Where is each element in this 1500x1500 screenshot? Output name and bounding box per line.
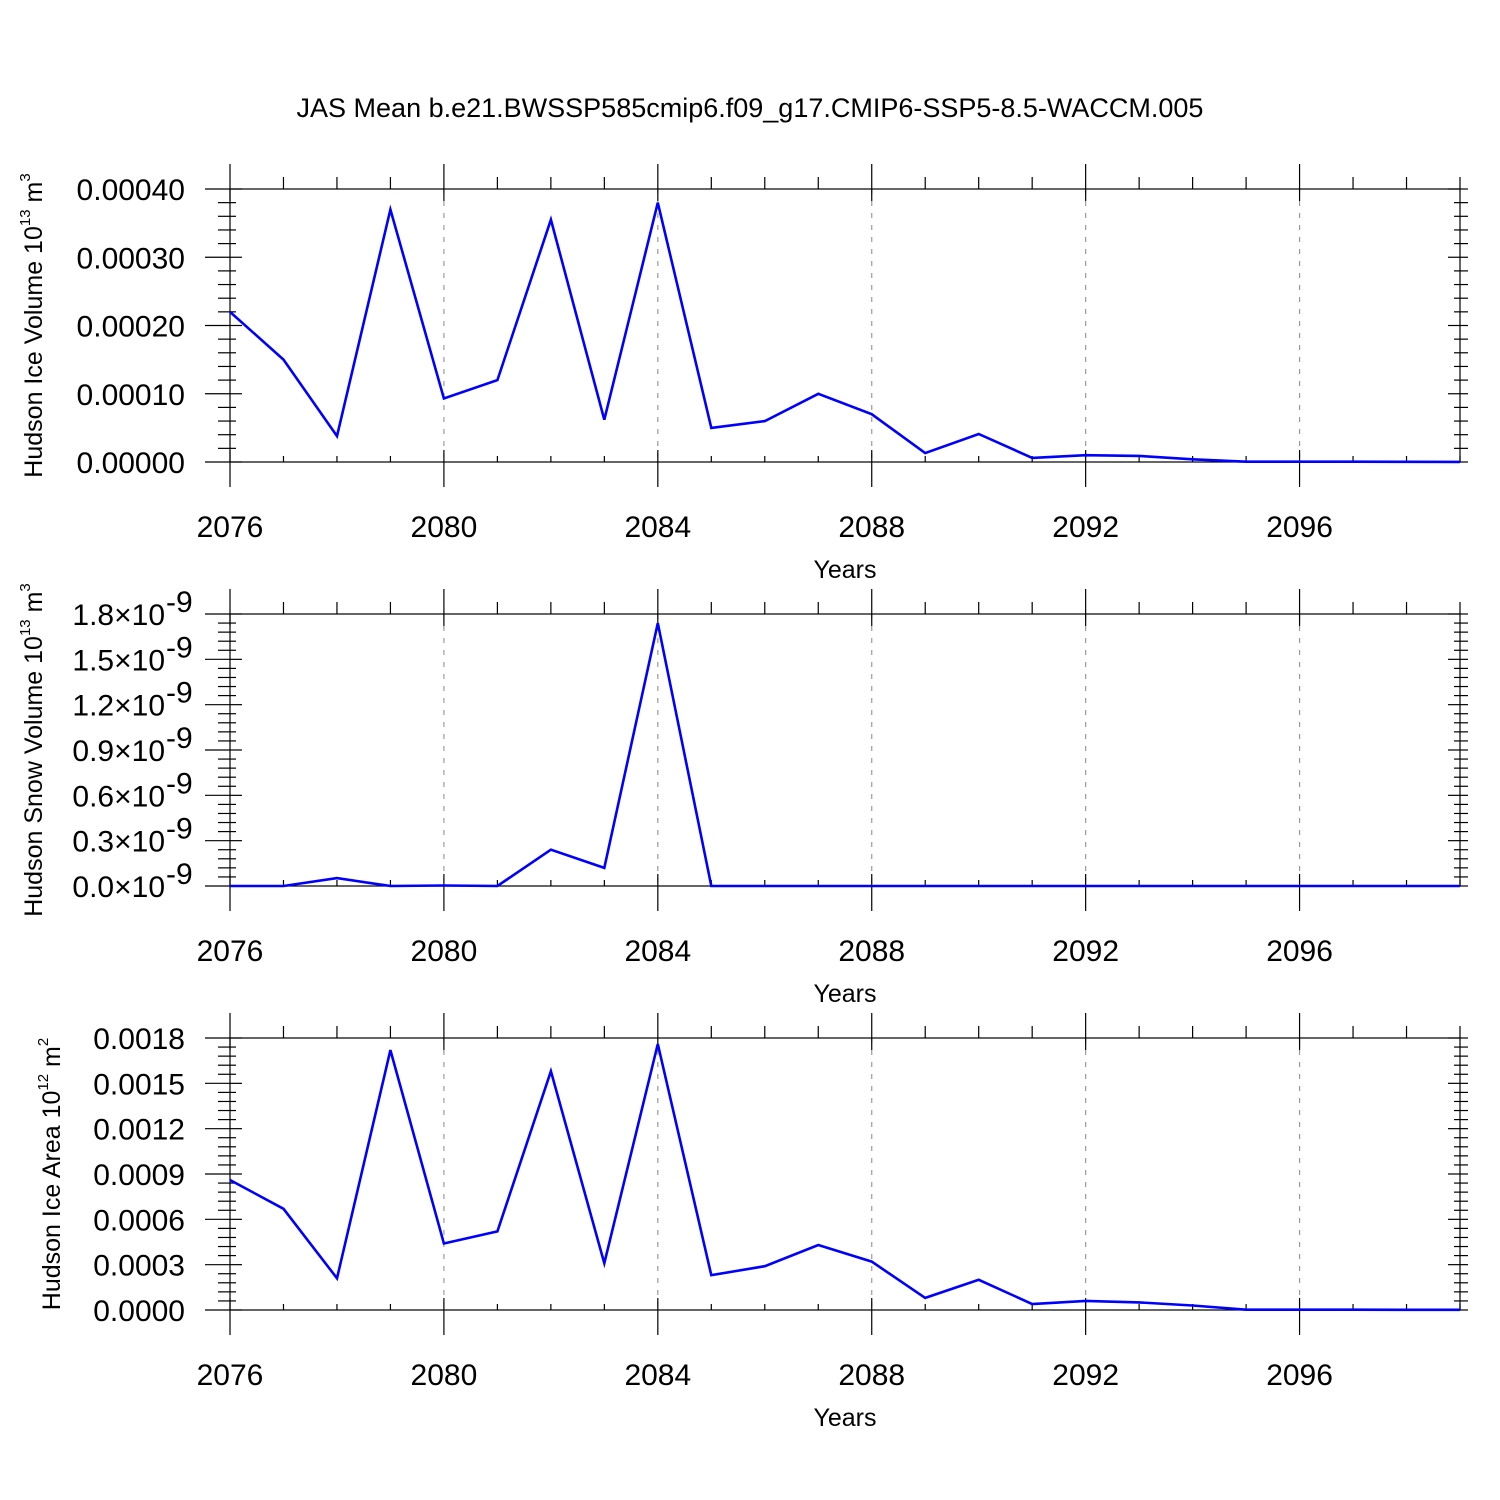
plot-frame: [229, 1037, 1461, 1311]
data-series-line: [229, 1043, 1460, 1312]
x-tick-label: 2088: [838, 935, 905, 968]
x-tick-label: 2080: [411, 1359, 478, 1392]
y-tick-mantissa: 1.2×10: [72, 690, 165, 723]
unit-exponent: 13: [17, 209, 34, 226]
x-tick-label: 2076: [197, 511, 264, 544]
x-tick-label: 2092: [1052, 511, 1119, 544]
y-tick-mantissa: 1.8×10: [72, 599, 165, 632]
y-tick-exponent: -9: [166, 631, 193, 664]
unit-meter: m: [38, 1046, 66, 1067]
y-tick-label: 0.00030: [77, 242, 185, 275]
unit-base: 10: [20, 226, 48, 254]
y-tick-label: 0.0018: [93, 1023, 185, 1056]
x-tick-label: 2084: [624, 1359, 691, 1392]
x-tick-label: 2084: [624, 935, 691, 968]
x-tick-label: 2084: [624, 511, 691, 544]
x-tick-label: 2080: [411, 935, 478, 968]
y-tick-label: 0.0003: [93, 1250, 185, 1283]
unit-meter-exponent: 3: [17, 583, 34, 591]
y-tick-mantissa: 0.3×10: [72, 826, 165, 859]
x-axis-label: Years: [813, 556, 876, 584]
y-tick-mantissa: 0.9×10: [72, 735, 165, 768]
y-axis-title: Hudson Ice Volume: [20, 261, 48, 478]
plot-frame: [229, 613, 1461, 887]
unit-meter-exponent: 3: [17, 173, 34, 181]
y-tick-exponent: -9: [166, 813, 193, 846]
y-tick-label: 0.0000: [93, 1295, 185, 1328]
x-tick-label: 2096: [1266, 511, 1333, 544]
plot-frame: [229, 188, 1461, 463]
y-tick-mantissa: 0.6×10: [72, 780, 165, 813]
x-tick-label: 2076: [197, 1359, 264, 1392]
y-tick-label: 0.00010: [77, 379, 185, 412]
x-tick-label: 2088: [838, 1359, 905, 1392]
panels: 2076 2080 2084 2088 2092 2096 Years 0.00000 0.00…: [8, 164, 1468, 1432]
x-tick-label: 2076: [197, 935, 264, 968]
y-tick-label: 1.2×10: [72, 690, 165, 723]
y-tick-label: 0.0006: [93, 1204, 185, 1237]
unit-meter: m: [20, 592, 48, 613]
y-tick-exponent: -9: [166, 767, 193, 800]
y-axis-label: Hudson Snow Volume 1013 m3: [8, 583, 48, 917]
data-series-line: [230, 622, 1460, 888]
y-axis-title: Hudson Ice Area: [38, 1125, 66, 1310]
y-tick-label: 0.6×10: [72, 780, 165, 813]
x-tick-label: 2088: [838, 511, 905, 544]
x-tick-label: 2092: [1052, 1359, 1119, 1392]
y-tick-exponent: -9: [166, 586, 193, 619]
y-tick-label: 0.0×10: [72, 871, 165, 904]
unit-base: 10: [20, 636, 48, 664]
y-tick-exponent: -9: [166, 722, 193, 755]
y-tick-mantissa: 0.0×10: [72, 871, 165, 904]
y-tick-label: 0.00020: [77, 311, 185, 344]
x-tick-label: 2096: [1266, 1359, 1333, 1392]
unit-base: 10: [38, 1091, 66, 1119]
y-axis-label: Hudson Ice Volume 1013 m3: [8, 173, 48, 477]
unit-meter-exponent: 2: [35, 1038, 52, 1046]
chart-panel-3: 2076 2080 2084 2088 2092 2096 Years 0.0000 0.000…: [26, 1013, 1468, 1432]
y-axis-label: Hudson Ice Area 1012 m2: [26, 1038, 66, 1310]
y-tick-mantissa: 1.5×10: [72, 644, 165, 677]
y-tick-exponent: -9: [166, 677, 193, 710]
y-tick-label: 0.3×10: [72, 826, 165, 859]
x-tick-label: 2092: [1052, 935, 1119, 968]
y-tick-label: 0.0009: [93, 1159, 185, 1192]
y-tick-label: 0.00040: [77, 174, 185, 207]
y-tick-label: 1.8×10: [72, 599, 165, 632]
unit-meter: m: [20, 182, 48, 203]
y-tick-exponent: -9: [166, 858, 193, 891]
x-tick-label: 2080: [411, 511, 478, 544]
y-tick-label: 0.00000: [77, 447, 185, 480]
y-tick-label: 0.9×10: [72, 735, 165, 768]
y-axis-title: Hudson Snow Volume: [20, 671, 48, 917]
y-tick-label: 0.0012: [93, 1114, 185, 1147]
data-series-line: [229, 202, 1461, 464]
x-axis-label: Years: [813, 980, 876, 1008]
x-axis-label: Years: [813, 1404, 876, 1432]
chart-panel-1: 2076 2080 2084 2088 2092 2096 Years 0.00000 0.00…: [8, 164, 1468, 584]
unit-exponent: 13: [17, 619, 34, 636]
unit-exponent: 12: [35, 1074, 52, 1091]
figure-title: JAS Mean b.e21.BWSSP585cmip6.f09_g17.CMI…: [297, 93, 1204, 123]
y-tick-label: 1.5×10: [72, 644, 165, 677]
y-tick-label: 0.0015: [93, 1068, 185, 1101]
x-tick-label: 2096: [1266, 935, 1333, 968]
